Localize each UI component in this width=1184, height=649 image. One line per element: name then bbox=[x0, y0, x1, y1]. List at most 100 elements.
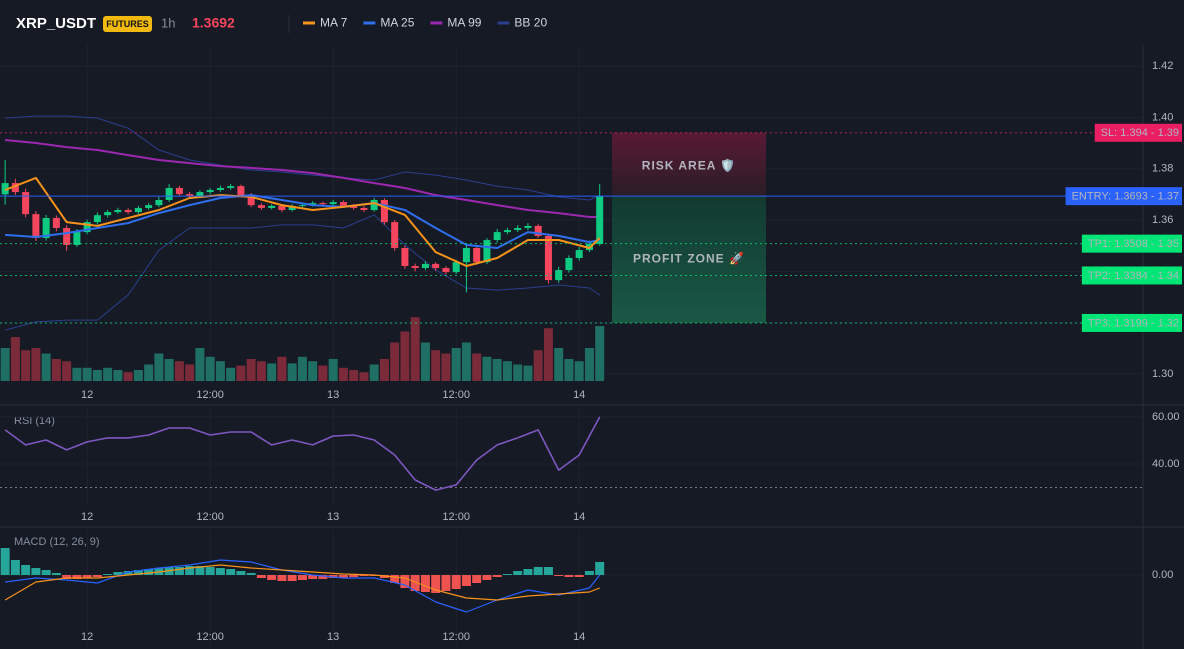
candle-body bbox=[42, 217, 50, 238]
volume-bar bbox=[369, 364, 379, 381]
volume-bar bbox=[267, 363, 277, 381]
volume-bar bbox=[113, 370, 123, 381]
candle-body bbox=[134, 207, 142, 213]
candle-body bbox=[227, 186, 235, 188]
macd-hist bbox=[297, 575, 307, 580]
macd-hist bbox=[195, 566, 205, 575]
macd-hist bbox=[308, 575, 318, 579]
candle-body bbox=[196, 192, 204, 196]
legend-label: MA 99 bbox=[447, 16, 481, 30]
level-label: SL: 1.394 - 1.39 bbox=[1101, 127, 1179, 139]
candle-body bbox=[104, 212, 112, 216]
volume-bar bbox=[328, 359, 338, 381]
candle-body bbox=[339, 202, 347, 206]
macd-hist bbox=[574, 575, 584, 577]
macd-title: MACD (12, 26, 9) bbox=[14, 536, 100, 548]
volume-bar bbox=[533, 350, 543, 381]
volume-bar bbox=[451, 348, 461, 381]
candle-body bbox=[1, 183, 9, 195]
macd-hist bbox=[410, 575, 420, 591]
volume-bar bbox=[287, 363, 297, 381]
ma-line bbox=[5, 194, 600, 249]
volume-bar bbox=[256, 361, 266, 381]
x-tick-label: 12:00 bbox=[442, 511, 470, 523]
candle-body bbox=[432, 263, 440, 269]
candle-body bbox=[503, 230, 511, 233]
macd-hist bbox=[205, 567, 215, 575]
candle-body bbox=[319, 203, 327, 205]
macd-hist bbox=[21, 565, 31, 575]
x-tick-label: 13 bbox=[327, 511, 339, 523]
volume-bar bbox=[410, 317, 420, 381]
volume-bar bbox=[349, 370, 359, 381]
macd-hist bbox=[215, 568, 225, 575]
candle-body bbox=[370, 200, 378, 211]
y-tick-label: 1.42 bbox=[1152, 60, 1173, 72]
candle-body bbox=[534, 225, 542, 236]
rsi-line bbox=[4, 416, 601, 491]
rsi-title: RSI (14) bbox=[14, 415, 55, 427]
macd-hist bbox=[584, 571, 594, 575]
candle-body bbox=[63, 227, 71, 245]
level-label: ENTRY: 1.3693 - 1.37 bbox=[1072, 191, 1179, 203]
zone-label: PROFIT ZONE 🚀 bbox=[633, 252, 745, 266]
level-tag bbox=[1081, 313, 1182, 332]
candle-body bbox=[288, 205, 296, 211]
x-tick-label: 12:00 bbox=[196, 389, 224, 401]
volume-bar bbox=[379, 359, 389, 381]
y-tick-label: 40.00 bbox=[1152, 458, 1180, 470]
macd-hist bbox=[461, 575, 471, 586]
x-tick-label: 12:00 bbox=[196, 631, 224, 643]
candle-body bbox=[216, 187, 224, 191]
volume-bar bbox=[420, 342, 430, 381]
candle-body bbox=[462, 248, 470, 263]
candle-body bbox=[380, 200, 388, 223]
candle-body bbox=[186, 194, 194, 196]
candle-body bbox=[514, 227, 522, 231]
y-tick-label: 1.40 bbox=[1152, 111, 1173, 123]
candle-body bbox=[575, 250, 583, 259]
volume-bar bbox=[543, 328, 553, 381]
x-tick-label: 12 bbox=[81, 389, 93, 401]
candle-body bbox=[544, 235, 552, 281]
last-price: 1.3692 bbox=[192, 15, 235, 31]
volume-bar bbox=[226, 367, 236, 381]
volume-bar bbox=[205, 356, 215, 381]
zone bbox=[612, 196, 766, 323]
candle-body bbox=[73, 232, 81, 245]
candle-body bbox=[391, 222, 399, 249]
macd-hist bbox=[0, 548, 10, 575]
candle-body bbox=[298, 205, 306, 207]
legend-label: MA 25 bbox=[380, 16, 414, 30]
volume-bar bbox=[174, 361, 184, 381]
y-tick-label: 1.30 bbox=[1152, 368, 1173, 380]
level-label: TP1: 1.3508 - 1.35 bbox=[1088, 238, 1179, 250]
candle-body bbox=[493, 232, 501, 241]
macd-hist bbox=[523, 569, 533, 575]
volume-bar bbox=[10, 337, 20, 381]
macd-hist bbox=[400, 575, 410, 588]
volume-bar bbox=[461, 342, 471, 381]
volume-bar bbox=[390, 342, 400, 381]
volume-bar bbox=[297, 356, 307, 381]
candle-body bbox=[124, 210, 132, 213]
volume-bar bbox=[21, 350, 31, 381]
volume-bar bbox=[0, 348, 10, 381]
volume-bar bbox=[502, 361, 512, 381]
candle-body bbox=[483, 240, 491, 263]
macd-hist bbox=[72, 575, 82, 579]
volume-bar bbox=[82, 367, 92, 381]
candle-body bbox=[442, 268, 450, 273]
volume-bar bbox=[51, 359, 61, 381]
legend-label: MA 7 bbox=[320, 16, 348, 30]
y-tick-label: 1.38 bbox=[1152, 163, 1173, 175]
x-tick-label: 13 bbox=[327, 389, 339, 401]
candle-body bbox=[473, 248, 481, 263]
x-tick-label: 14 bbox=[573, 631, 585, 643]
macd-hist bbox=[338, 575, 348, 578]
macd-hist bbox=[554, 575, 564, 576]
y-tick-label: 60.00 bbox=[1152, 411, 1180, 423]
